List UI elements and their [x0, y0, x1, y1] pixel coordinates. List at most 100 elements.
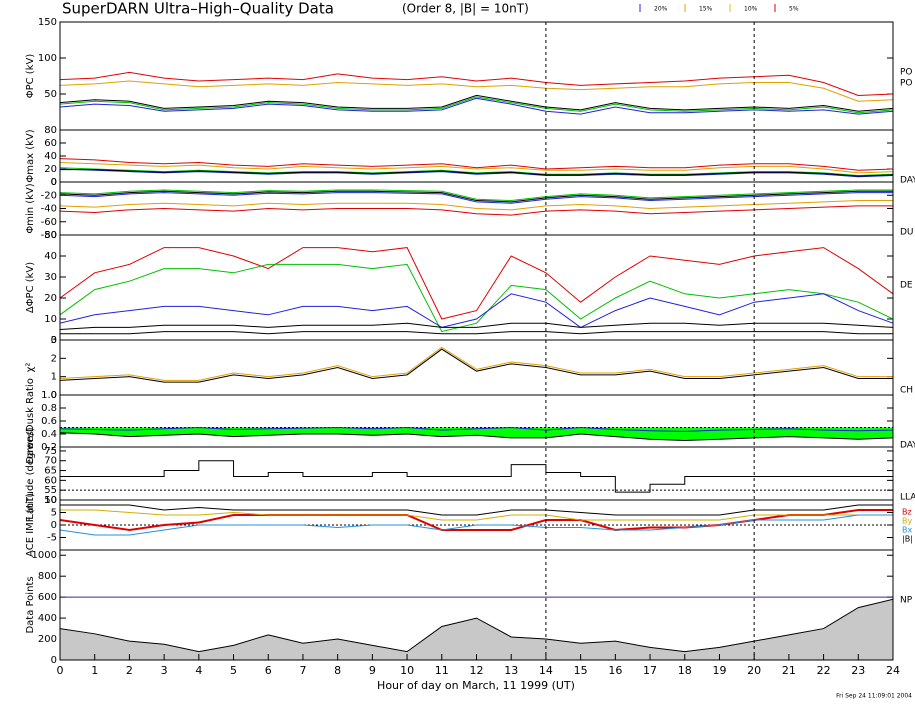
y-tick-label: 5 — [51, 508, 57, 519]
x-axis-label: Hour of day on March, 11 1999 (UT) — [377, 679, 575, 692]
y-axis-label: ACE IMF (nT) — [25, 493, 36, 557]
x-tick-label: 23 — [851, 664, 865, 677]
x-tick-label: 9 — [369, 664, 376, 677]
series-line — [60, 426, 893, 432]
side-label: DU — [900, 228, 914, 238]
y-tick-label: 55 — [44, 485, 57, 496]
y-tick-label: 20 — [44, 293, 57, 304]
ratio-fill — [60, 427, 893, 441]
y-tick-label: 70 — [44, 456, 57, 467]
y-tick-label: 60 — [44, 138, 57, 149]
y-tick-label: -5 — [47, 533, 57, 544]
series-line — [60, 189, 893, 202]
y-axis-label: χ² — [25, 363, 36, 373]
x-tick-label: 24 — [886, 664, 900, 677]
y-tick-label: 0 — [51, 390, 57, 401]
y-tick-label: 65 — [44, 466, 57, 477]
series-line — [60, 293, 893, 328]
y-axis-label: Dawn/Dusk Ratio — [25, 378, 36, 464]
series-line — [60, 331, 893, 335]
x-tick-label: 1 — [91, 664, 98, 677]
x-tick-label: 6 — [265, 664, 272, 677]
legend-label: 5% — [789, 6, 799, 13]
y-tick-label: -80 — [41, 230, 57, 241]
y-tick-label: 2 — [51, 353, 57, 364]
series-line — [60, 158, 893, 171]
y-tick-label: -60 — [41, 217, 57, 228]
y-tick-label: 1.0 — [41, 390, 57, 401]
x-tick-label: 22 — [817, 664, 831, 677]
x-tick-label: 3 — [161, 664, 168, 677]
x-tick-label: 19 — [712, 664, 726, 677]
x-tick-label: 0 — [57, 664, 64, 677]
legend-label: |B| — [902, 535, 913, 544]
y-tick-label: 0 — [51, 177, 57, 188]
y-tick-label: 200 — [38, 634, 57, 645]
x-tick-label: 16 — [608, 664, 622, 677]
y-tick-label: 150 — [38, 17, 57, 28]
y-tick-label: 10 — [44, 314, 57, 325]
legend-label: 15% — [699, 6, 713, 13]
legend-label: 20% — [654, 6, 668, 13]
series-line — [60, 348, 893, 383]
y-axis-label: ΦPC (kV) — [25, 54, 36, 99]
y-tick-label: 1 — [51, 372, 57, 383]
side-label: NP — [900, 596, 913, 606]
side-label: CH — [900, 386, 913, 396]
y-tick-label: 30 — [44, 272, 57, 283]
chart-title: SuperDARN Ultra–High–Quality Data — [62, 0, 334, 18]
y-axis-label: Latitude (degrees) — [25, 427, 36, 519]
y-axis-label: Φmin (kV) — [25, 183, 36, 233]
y-tick-label: 100 — [38, 53, 57, 64]
y-tick-label: -40 — [41, 204, 57, 215]
y-tick-label: 40 — [44, 251, 57, 262]
y-tick-label: 50 — [44, 89, 57, 100]
area — [60, 599, 893, 660]
y-tick-label: 0.8 — [41, 403, 57, 414]
series-line — [60, 167, 893, 177]
x-tick-label: 4 — [195, 664, 202, 677]
y-tick-label: 40 — [44, 151, 57, 162]
y-tick-label: 80 — [44, 125, 57, 136]
timestamp: Fri Sep 24 11:09:01 2004 — [836, 693, 912, 700]
y-tick-label: 0.6 — [41, 416, 57, 427]
y-tick-label: 0.2 — [41, 442, 57, 453]
x-tick-label: 15 — [574, 664, 588, 677]
x-tick-label: 17 — [643, 664, 657, 677]
y-tick-label: 1000 — [32, 550, 57, 561]
x-tick-label: 14 — [539, 664, 553, 677]
side-label: PO — [900, 79, 913, 89]
y-axis-label: Φmax (kV) — [25, 129, 36, 182]
legend-label: Bx — [902, 526, 912, 535]
side-label: PO — [900, 68, 913, 78]
y-tick-label: 10 — [44, 495, 57, 506]
legend-label: By — [902, 517, 912, 526]
legend-label: 10% — [744, 6, 758, 13]
y-tick-label: 0 — [51, 655, 57, 666]
side-label: LLA — [900, 493, 915, 503]
x-tick-label: 11 — [435, 664, 449, 677]
y-tick-label: 400 — [38, 613, 57, 624]
series-line — [60, 460, 893, 493]
y-tick-label: 50 — [44, 230, 57, 241]
y-tick-label: 60 — [44, 475, 57, 486]
y-tick-label: 20 — [44, 164, 57, 175]
x-tick-label: 18 — [678, 664, 692, 677]
y-tick-label: 600 — [38, 592, 57, 603]
side-label: DE — [900, 281, 913, 291]
x-tick-label: 7 — [299, 664, 306, 677]
x-tick-label: 12 — [470, 664, 484, 677]
side-label: DAY — [900, 441, 915, 451]
x-tick-label: 13 — [504, 664, 518, 677]
y-tick-label: 50 — [44, 495, 57, 506]
legend-label: Bz — [902, 508, 912, 517]
y-axis-label: Data Points — [25, 576, 36, 633]
y-tick-label: 3 — [51, 335, 57, 346]
series-line — [60, 190, 893, 203]
x-tick-label: 5 — [230, 664, 237, 677]
y-tick-label: 0.4 — [41, 429, 57, 440]
series-line — [60, 97, 893, 115]
side-label: DAY — [900, 176, 915, 186]
